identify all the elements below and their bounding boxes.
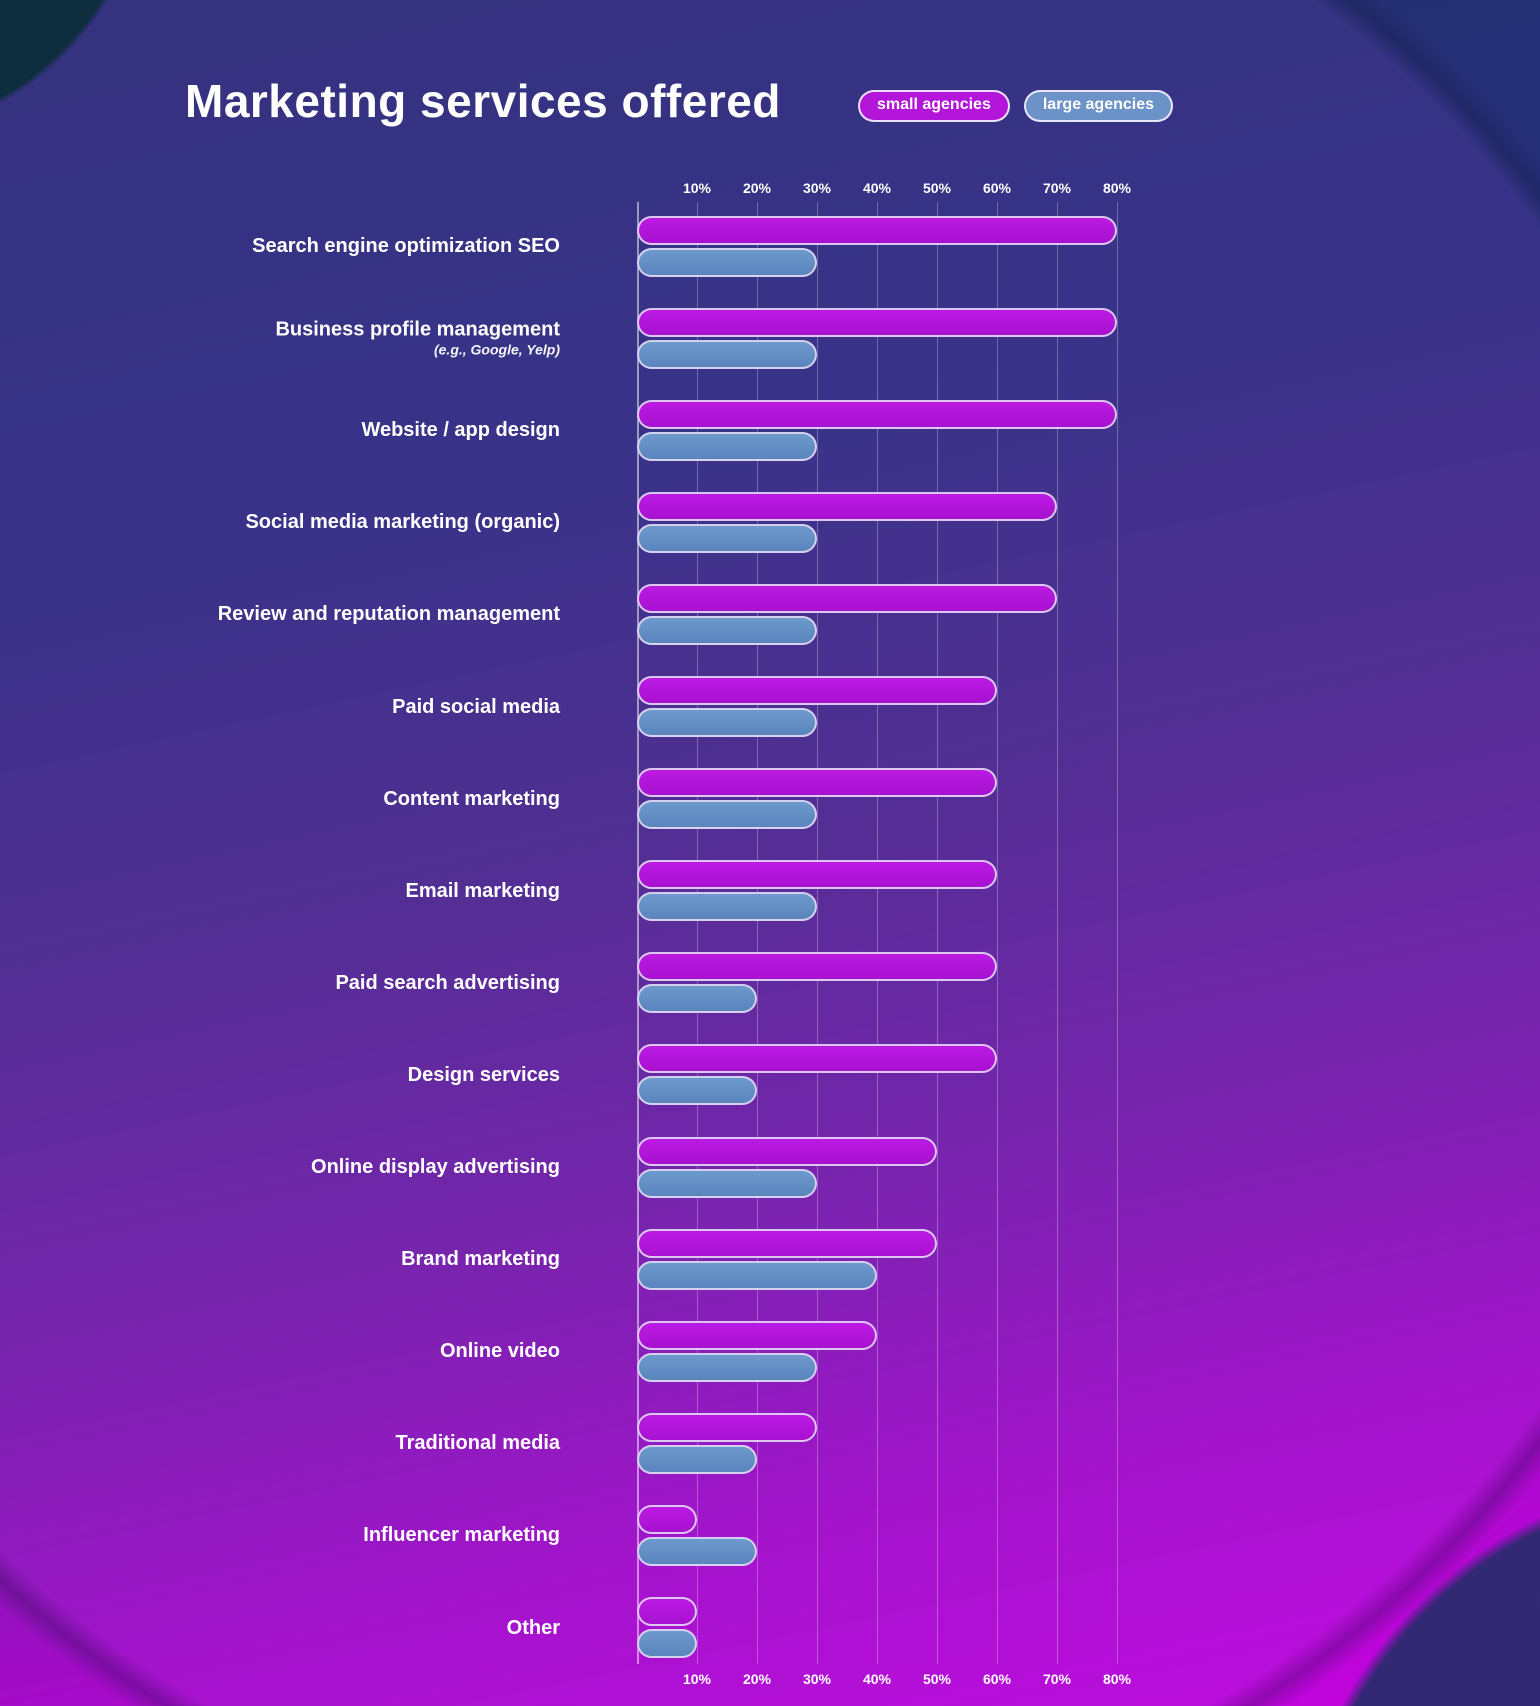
tick-label-40%: 40% bbox=[862, 1671, 892, 1687]
gridline bbox=[1057, 202, 1058, 1664]
bar-small-agencies bbox=[637, 399, 1117, 429]
bar-small-agencies bbox=[637, 1228, 937, 1258]
tick-label-60%: 60% bbox=[982, 180, 1012, 196]
gridline bbox=[937, 202, 938, 1664]
category-label: Influencer marketing bbox=[363, 1524, 560, 1547]
category-label: Website / app design bbox=[361, 419, 560, 442]
bar-small-agencies bbox=[637, 1320, 877, 1350]
bar-small-agencies bbox=[637, 1412, 817, 1442]
tick-label-30%: 30% bbox=[802, 180, 832, 196]
tick-label-20%: 20% bbox=[742, 180, 772, 196]
bar-small-agencies bbox=[637, 1044, 997, 1074]
bar-large-agencies bbox=[637, 1536, 757, 1566]
category-label: Business profile management (e.g., Google… bbox=[0, 318, 560, 357]
bar-small-agencies bbox=[637, 583, 1057, 613]
legend: small agencies large agencies bbox=[858, 90, 1174, 122]
tick-label-30%: 30% bbox=[802, 1671, 832, 1687]
bar-large-agencies bbox=[637, 892, 817, 922]
bar-large-agencies bbox=[637, 1168, 817, 1198]
legend-pill-small-agencies: small agencies bbox=[858, 90, 1010, 122]
category-label: Social media marketing (organic) bbox=[245, 511, 560, 534]
tick-label-80%: 80% bbox=[1102, 1671, 1132, 1687]
bar-small-agencies bbox=[637, 860, 997, 890]
bar-large-agencies bbox=[637, 708, 817, 737]
category-label: Content marketing bbox=[383, 787, 560, 810]
bar-small-agencies bbox=[637, 768, 997, 798]
tick-label-10%: 10% bbox=[682, 180, 712, 196]
tick-label-80%: 80% bbox=[1102, 180, 1132, 196]
bar-small-agencies bbox=[637, 952, 997, 982]
gridline bbox=[877, 202, 878, 1664]
tick-label-50%: 50% bbox=[922, 180, 952, 196]
category-label: Brand marketing bbox=[401, 1248, 560, 1271]
gridline bbox=[997, 202, 998, 1664]
category-label: Online display advertising bbox=[311, 1156, 560, 1178]
category-label: Other bbox=[506, 1616, 560, 1639]
tick-label-70%: 70% bbox=[1042, 180, 1072, 196]
gridline bbox=[1117, 202, 1118, 1664]
category-label: Online video bbox=[439, 1340, 560, 1363]
gridline bbox=[817, 202, 818, 1664]
page-title: Marketing services offered bbox=[185, 75, 781, 127]
bar-large-agencies bbox=[637, 615, 817, 645]
gridline bbox=[697, 202, 698, 1664]
tick-label-40%: 40% bbox=[862, 180, 892, 196]
bar-large-agencies bbox=[637, 523, 817, 553]
axis-line bbox=[637, 202, 639, 1664]
category-label: Search engine optimization SEO bbox=[252, 235, 560, 257]
category-label: Paid search advertising bbox=[335, 971, 560, 994]
tick-label-20%: 20% bbox=[742, 1671, 772, 1687]
bar-small-agencies bbox=[637, 1504, 697, 1534]
bar-small-agencies bbox=[637, 307, 1117, 337]
bar-large-agencies bbox=[637, 1352, 817, 1382]
tick-label-60%: 60% bbox=[982, 1671, 1012, 1687]
bar-small-agencies bbox=[637, 1597, 697, 1626]
bar-large-agencies bbox=[637, 339, 817, 369]
tick-label-70%: 70% bbox=[1042, 1671, 1072, 1687]
gridline bbox=[757, 202, 758, 1664]
tick-label-50%: 50% bbox=[922, 1671, 952, 1687]
bar-small-agencies bbox=[637, 215, 1117, 245]
category-label: Review and reputation management bbox=[217, 603, 560, 626]
bar-large-agencies bbox=[637, 984, 757, 1014]
category-label: Design services bbox=[407, 1063, 560, 1086]
bar-large-agencies bbox=[637, 1076, 757, 1106]
bar-small-agencies bbox=[637, 676, 997, 705]
category-label: Paid social media bbox=[392, 695, 560, 718]
tick-label-10%: 10% bbox=[682, 1671, 712, 1687]
legend-pill-large-agencies: large agencies bbox=[1023, 90, 1174, 122]
bar-large-agencies bbox=[637, 1629, 697, 1658]
bar-large-agencies bbox=[637, 1260, 877, 1290]
bar-large-agencies bbox=[637, 431, 817, 461]
category-label: Traditional media bbox=[395, 1432, 560, 1455]
bar-large-agencies bbox=[637, 247, 817, 277]
bar-small-agencies bbox=[637, 491, 1057, 521]
category-label: Email marketing bbox=[405, 879, 560, 902]
category-sublabel: (e.g., Google, Yelp) bbox=[433, 341, 560, 358]
bar-large-agencies bbox=[637, 800, 817, 830]
bar-large-agencies bbox=[637, 1444, 757, 1474]
bar-small-agencies bbox=[637, 1136, 937, 1166]
